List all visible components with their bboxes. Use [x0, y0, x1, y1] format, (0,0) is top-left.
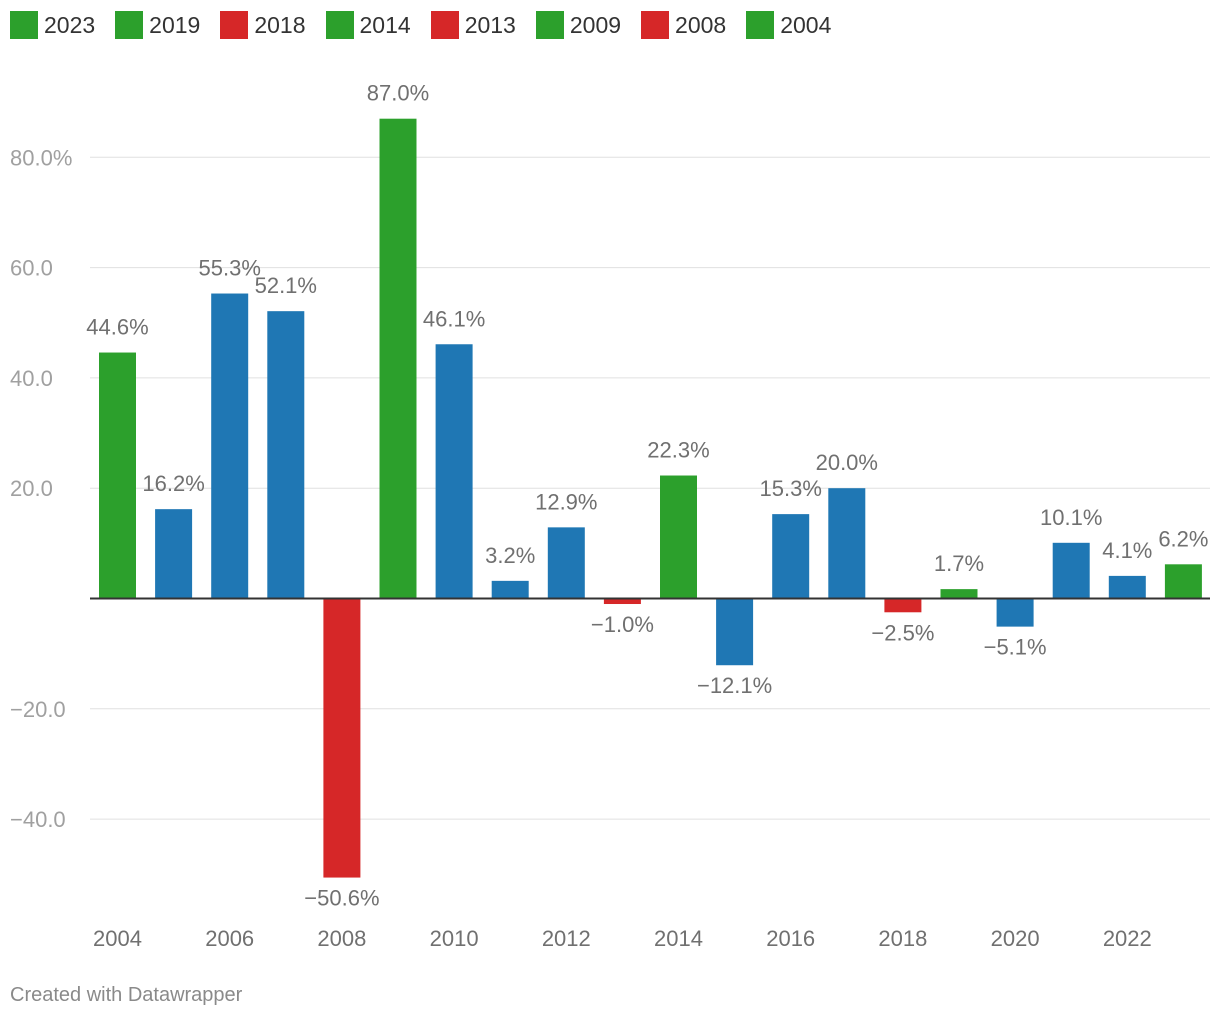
legend-item: 2004	[746, 11, 831, 39]
y-tick-label: 80.0%	[10, 145, 72, 170]
legend-swatch	[746, 11, 775, 39]
data-label: 1.7%	[934, 551, 984, 576]
bar-2019	[940, 589, 978, 599]
x-tick-label: 2010	[430, 926, 479, 951]
data-label: 52.1%	[255, 273, 317, 298]
bar-2016	[772, 514, 810, 599]
data-label: 4.1%	[1102, 538, 1152, 563]
legend-label: 2014	[359, 11, 411, 38]
y-tick-label: 40.0	[10, 366, 53, 391]
bar-2011	[491, 580, 529, 599]
legend-item: 2023	[10, 11, 95, 39]
bar-2006	[211, 293, 249, 599]
legend-item: 2008	[641, 11, 726, 39]
legend-swatch	[641, 11, 670, 39]
bar-2018	[884, 598, 922, 613]
bar-2014	[660, 475, 697, 599]
legend-label: 2008	[675, 11, 727, 38]
bars	[99, 118, 1202, 878]
bar-2004	[99, 352, 136, 599]
legend-item: 2009	[535, 11, 622, 39]
bar-2023	[1164, 564, 1202, 599]
credit-text: Created with Datawrapper	[10, 984, 243, 1006]
data-label: 22.3%	[647, 438, 709, 463]
x-tick-label: 2014	[654, 926, 703, 951]
legend: 2023 2019 2018 2014 2013 2009 2008 2004	[10, 10, 851, 40]
data-label: −12.1%	[697, 673, 772, 698]
y-tick-label: −20.0	[10, 697, 66, 722]
data-label: 44.6%	[86, 315, 148, 340]
x-tick-label: 2018	[878, 926, 927, 951]
bar-2005	[155, 509, 193, 599]
legend-swatch	[325, 11, 354, 39]
data-labels: 44.6% 16.2% 55.3%52.1% −50.6% 87.0% 46.1% 3.2%…	[86, 81, 1208, 911]
x-tick-label: 2006	[205, 926, 254, 951]
data-label: −1.0%	[591, 612, 654, 637]
data-label: −2.5%	[871, 620, 934, 645]
data-label: 16.2%	[142, 471, 204, 496]
legend-swatch	[535, 11, 564, 39]
legend-item: 2019	[115, 11, 200, 39]
legend-swatch	[10, 11, 38, 39]
legend-label: 2013	[464, 11, 516, 38]
bar-2021	[1052, 542, 1090, 599]
data-label: −50.6%	[304, 886, 379, 911]
legend-label: 2018	[254, 11, 306, 38]
legend-label: 2009	[569, 11, 622, 38]
data-label: 20.0%	[816, 450, 878, 475]
bar-2010	[435, 344, 473, 599]
bar-2008	[323, 598, 361, 878]
x-tick-label: 2022	[1103, 926, 1152, 951]
legend-label: 2004	[780, 11, 832, 38]
bar-2020	[996, 598, 1034, 627]
legend-swatch	[115, 11, 144, 39]
data-label: 6.2%	[1158, 526, 1208, 551]
bar-2007	[267, 311, 305, 599]
x-tick-label: 2004	[93, 926, 142, 951]
legend-label: 2023	[44, 11, 96, 38]
y-tick-label: −40.0	[10, 807, 66, 832]
data-label: 10.1%	[1040, 505, 1102, 530]
data-label: −5.1%	[984, 635, 1047, 660]
bar-2022	[1108, 575, 1146, 599]
y-tick-label: 20.0	[10, 476, 53, 501]
legend-item: 2018	[220, 11, 306, 39]
legend-swatch	[220, 11, 249, 39]
data-label: 87.0%	[367, 81, 429, 106]
bar-2017	[828, 488, 866, 599]
legend-swatch	[430, 11, 459, 39]
y-axis-ticks: 80.0% 60.0 40.0 20.0 −20.0 −40.0	[10, 145, 72, 832]
x-tick-label: 2008	[317, 926, 366, 951]
legend-item: 2014	[325, 11, 411, 39]
bar-2009	[379, 118, 417, 599]
bar-2013	[603, 598, 641, 605]
x-tick-label: 2012	[542, 926, 591, 951]
legend-label: 2019	[149, 11, 201, 38]
data-label: 46.1%	[423, 306, 485, 331]
data-label: 15.3%	[760, 476, 822, 501]
x-tick-label: 2016	[766, 926, 815, 951]
x-tick-label: 2020	[991, 926, 1040, 951]
data-label: 55.3%	[199, 256, 261, 281]
data-label: 12.9%	[535, 489, 597, 514]
x-axis-ticks: 2004 2006 2008 2010 2012 2014 2016 2018 2020 2022	[93, 926, 1152, 951]
bar-2015	[716, 598, 754, 666]
y-tick-label: 60.0	[10, 256, 53, 281]
legend-item: 2013	[430, 11, 516, 39]
bar-2012	[547, 527, 585, 599]
data-label: 3.2%	[485, 543, 535, 568]
